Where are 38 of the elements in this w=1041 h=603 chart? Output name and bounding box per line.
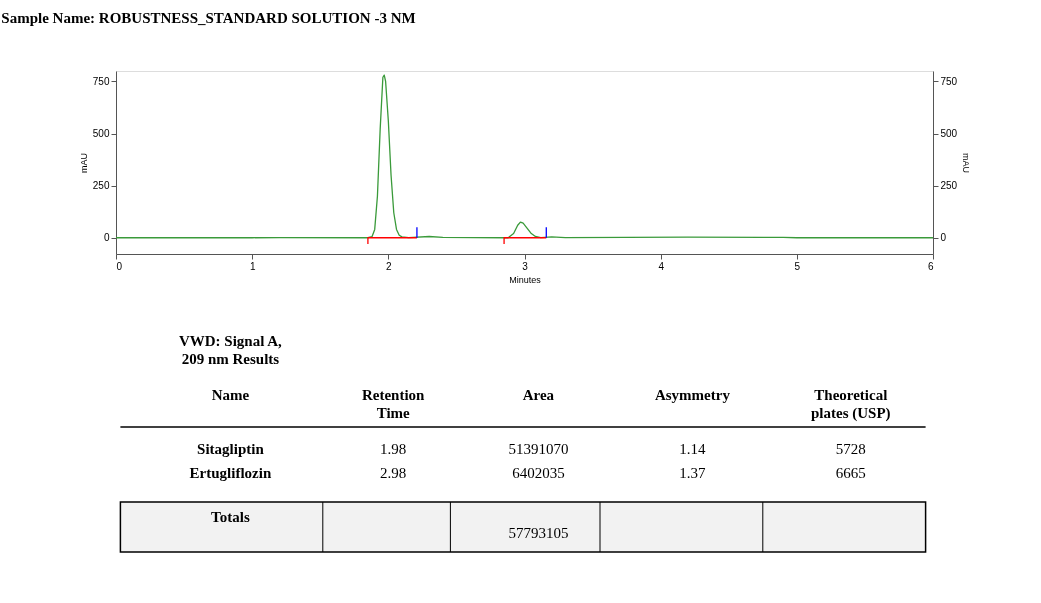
text: 1.14 bbox=[679, 441, 707, 457]
text: 51391070 bbox=[508, 441, 569, 457]
text: 2.98 bbox=[380, 465, 407, 481]
line-series bbox=[116, 74, 933, 239]
text: 1.98 bbox=[380, 441, 407, 457]
text: Totals bbox=[211, 509, 250, 525]
x-tick-label: 2 bbox=[386, 260, 393, 272]
text: VWD: Signal A, 209 nm Results bbox=[178, 333, 283, 367]
y-tick-label: 750 bbox=[92, 75, 110, 87]
text: 57793105 bbox=[508, 525, 569, 541]
text: 5728 bbox=[835, 441, 866, 457]
x-tick-label: 5 bbox=[794, 260, 801, 272]
y-tick-label: 500 bbox=[92, 128, 110, 140]
y2-tick-label: 250 bbox=[940, 180, 958, 192]
y2-axis-title: mAU bbox=[961, 153, 972, 173]
y2-tick-label: 0 bbox=[940, 232, 947, 244]
text: Name bbox=[211, 387, 250, 403]
y-tick-label: 0 bbox=[103, 232, 110, 244]
text: Ertugliflozin bbox=[189, 465, 272, 481]
text: Area bbox=[522, 387, 555, 403]
y2-tick-label: 500 bbox=[940, 128, 958, 140]
x-tick-label: 0 bbox=[116, 260, 123, 272]
x-axis-title: Minutes bbox=[509, 274, 542, 285]
text: Retention Time bbox=[361, 387, 426, 421]
x-tick-label: 1 bbox=[249, 260, 256, 272]
text: 1.37 bbox=[679, 465, 707, 481]
x-tick-label: 3 bbox=[522, 260, 529, 272]
text: Asymmetry bbox=[654, 387, 731, 403]
text: Theoretical plates (USP) bbox=[811, 387, 891, 422]
y-tick-label: 250 bbox=[92, 180, 110, 192]
x-tick-label: 6 bbox=[927, 260, 934, 272]
chart-title: Sample Name: ROBUSTNESS_STANDARD SOLUTION -3 NM bbox=[1, 10, 416, 26]
text: 6665 bbox=[835, 465, 866, 481]
y-axis-title: mAU bbox=[78, 153, 89, 173]
text: 6402035 bbox=[512, 465, 565, 481]
y2-tick-label: 750 bbox=[940, 75, 958, 87]
text: Sitagliptin bbox=[197, 441, 265, 457]
x-tick-label: 4 bbox=[658, 260, 665, 272]
